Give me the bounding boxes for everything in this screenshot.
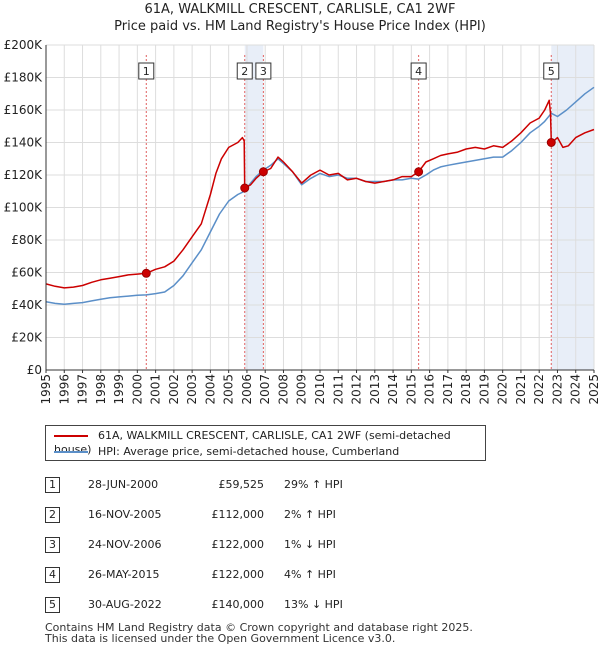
- x-tick-label: 2001: [149, 374, 163, 405]
- x-tick-label: 2004: [203, 374, 217, 405]
- legend-item-property: 61A, WALKMILL CRESCENT, CARLISLE, CA1 2W…: [54, 429, 485, 456]
- footer-licence: This data is licensed under the Open Gov…: [45, 632, 396, 645]
- sale-price: £122,000: [211, 538, 265, 551]
- x-tick-label: 2012: [350, 374, 364, 405]
- x-tick-label: 2009: [295, 374, 309, 405]
- sale-point: [141, 268, 151, 278]
- sale-point: [414, 167, 424, 177]
- x-tick-label: 2016: [423, 374, 437, 405]
- chart-legend: 61A, WALKMILL CRESCENT, CARLISLE, CA1 2W…: [45, 425, 486, 461]
- x-tick-label: 2005: [222, 374, 236, 405]
- x-tick-label: 2021: [514, 374, 528, 405]
- y-tick-label: £140K: [4, 136, 44, 150]
- sale-hpi-diff: 1% ↓ HPI: [284, 538, 336, 551]
- x-tick-label: 2000: [130, 374, 144, 405]
- x-tick-label: 2008: [276, 374, 290, 405]
- sale-date: 30-AUG-2022: [88, 598, 162, 611]
- x-tick-label: 1999: [112, 374, 126, 405]
- sale-date: 24-NOV-2006: [88, 538, 162, 551]
- sale-row: 2 16-NOV-2005 £112,000 2% ↑ HPI: [0, 507, 600, 527]
- x-tick-label: 2002: [167, 374, 181, 405]
- x-tick-label: 2013: [368, 374, 382, 405]
- sale-marker-box: [543, 62, 560, 80]
- x-tick-label: 1997: [76, 374, 90, 405]
- y-tick-label: £100K: [4, 201, 44, 215]
- y-tick-label: £160K: [4, 103, 44, 117]
- footer-copyright: Contains HM Land Registry data © Crown c…: [45, 621, 473, 634]
- sale-hpi-diff: 4% ↑ HPI: [284, 568, 336, 581]
- x-tick-label: 2025: [587, 374, 600, 405]
- x-tick-label: 2011: [331, 374, 345, 405]
- x-tick-label: 1996: [57, 374, 71, 405]
- sale-hpi-diff: 2% ↑ HPI: [284, 508, 336, 521]
- x-tick-label: 2022: [532, 374, 546, 405]
- x-tick-label: 2018: [459, 374, 473, 405]
- sale-marker-box: [255, 62, 272, 80]
- legend-label-hpi: HPI: Average price, semi-detached house,…: [98, 445, 400, 458]
- x-tick-label: 2006: [240, 374, 254, 405]
- sale-marker-box: [138, 62, 155, 80]
- sale-date: 28-JUN-2000: [88, 478, 159, 491]
- legend-swatch-hpi: [54, 451, 88, 453]
- sale-number-badge: 5: [45, 597, 60, 613]
- x-tick-label: 2024: [569, 374, 583, 405]
- chart-title: 61A, WALKMILL CRESCENT, CARLISLE, CA1 2W…: [144, 2, 456, 17]
- legend-item-hpi: HPI: Average price, semi-detached house,…: [54, 445, 399, 459]
- x-tick-label: 1998: [94, 374, 108, 405]
- sale-number-badge: 1: [45, 477, 60, 493]
- x-tick-label: 2015: [404, 374, 418, 405]
- y-tick-label: £200K: [4, 38, 44, 52]
- x-tick-label: 2014: [386, 374, 400, 405]
- sale-price: £59,525: [218, 478, 265, 491]
- sale-row: 1 28-JUN-2000 £59,525 29% ↑ HPI: [0, 477, 600, 497]
- sale-marker-label: 4: [415, 65, 422, 78]
- x-tick-label: 2007: [258, 374, 272, 405]
- property-price-line: [45, 99, 595, 289]
- sale-point: [258, 167, 268, 177]
- sale-price: £122,000: [211, 568, 265, 581]
- sale-number-badge: 4: [45, 567, 60, 583]
- y-tick-label: £80K: [11, 233, 43, 247]
- x-tick-label: 2003: [185, 374, 199, 405]
- sale-marker-box: [410, 62, 427, 80]
- sale-marker-label: 1: [143, 65, 150, 78]
- x-tick-label: 2017: [441, 374, 455, 405]
- x-tick-label: 2010: [313, 374, 327, 405]
- sale-marker-label: 3: [260, 65, 267, 78]
- sale-row: 5 30-AUG-2022 £140,000 13% ↓ HPI: [0, 597, 600, 617]
- x-tick-label: 2020: [496, 374, 510, 405]
- legend-swatch-property: [54, 435, 88, 437]
- sale-row: 4 26-MAY-2015 £122,000 4% ↑ HPI: [0, 567, 600, 587]
- chart-subtitle: Price paid vs. HM Land Registry's House …: [114, 19, 486, 34]
- sale-date: 26-MAY-2015: [88, 568, 160, 581]
- sale-number-badge: 3: [45, 537, 60, 553]
- sale-point: [546, 138, 556, 147]
- hpi-line: [45, 86, 595, 305]
- sale-marker-label: 5: [548, 65, 555, 78]
- sale-price: £112,000: [211, 508, 265, 521]
- y-tick-label: £180K: [4, 71, 44, 85]
- sale-number-badge: 2: [45, 507, 60, 523]
- sale-row: 3 24-NOV-2006 £122,000 1% ↓ HPI: [0, 537, 600, 557]
- sale-hpi-diff: 29% ↑ HPI: [284, 478, 343, 491]
- y-tick-label: £0: [27, 363, 42, 377]
- y-tick-label: £20K: [11, 331, 43, 345]
- sale-marker-box: [236, 62, 253, 80]
- sale-date: 16-NOV-2005: [88, 508, 162, 521]
- y-tick-label: £120K: [4, 168, 44, 182]
- x-tick-label: 2019: [477, 374, 491, 405]
- sale-price: £140,000: [211, 598, 265, 611]
- x-tick-label: 2023: [550, 374, 564, 405]
- sale-point: [240, 183, 250, 193]
- x-tick-label: 1995: [39, 374, 53, 405]
- sale-hpi-diff: 13% ↓ HPI: [284, 598, 343, 611]
- sale-marker-label: 2: [241, 65, 248, 78]
- y-tick-label: £60K: [11, 266, 43, 280]
- y-tick-label: £40K: [11, 298, 43, 312]
